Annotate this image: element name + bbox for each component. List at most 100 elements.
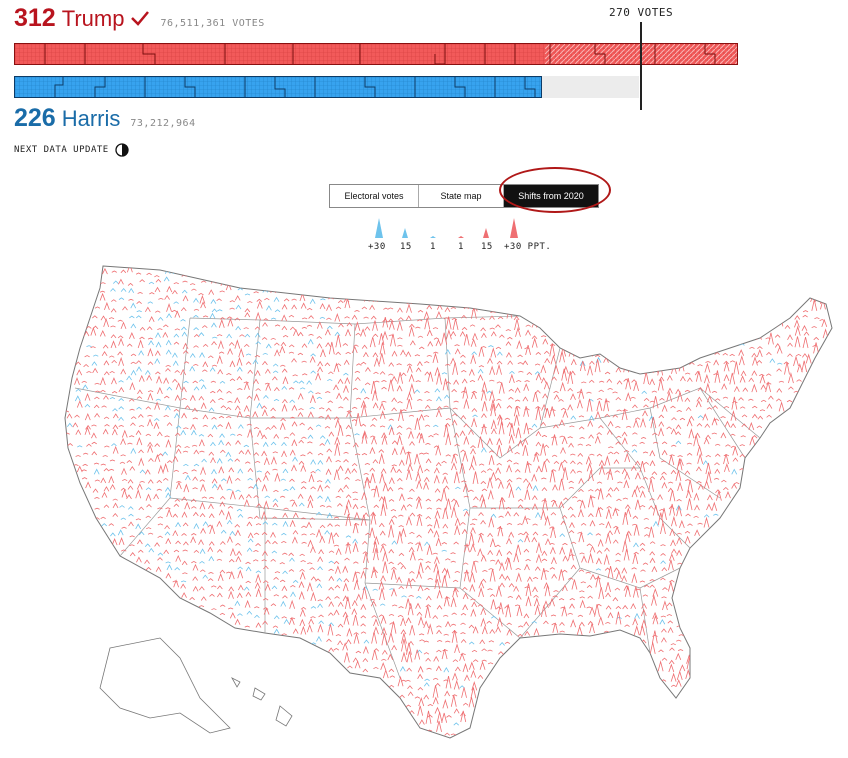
dem-shift-spike [320,298,326,301]
rep-shift-spike [108,523,115,526]
rep-shift-spike [571,579,578,590]
dem-shift-spike [531,620,538,624]
rep-shift-spike [290,584,296,588]
rep-shift-spike [433,337,440,340]
rep-shift-spike [642,410,648,417]
rep-shift-spike [759,373,765,377]
rep-shift-spike [489,389,495,401]
dem-shift-spike [273,398,280,402]
rep-shift-spike [219,317,226,320]
rep-shift-spike [361,586,368,600]
rep-shift-spike [355,593,362,601]
dem-shift-spike [189,365,196,372]
rep-shift-spike [247,301,253,304]
dem-shift-spike [145,487,152,491]
rep-shift-spike [478,365,485,368]
rep-shift-spike [481,488,488,492]
rep-shift-spike [505,329,511,332]
rep-shift-spike [306,307,313,311]
tab-state-map[interactable]: State map [419,185,504,207]
rep-shift-spike [470,543,476,552]
dem-shift-spike [139,469,146,474]
dem-shift-spike [444,394,450,399]
rep-shift-spike [480,554,487,562]
rep-shift-spike [585,571,591,574]
rep-shift-spike [193,345,199,348]
rep-shift-spike [244,311,251,318]
rep-shift-spike [580,522,587,526]
rep-shift-spike [253,559,259,562]
rep-shift-spike [211,340,217,346]
rep-shift-spike [200,402,207,409]
rep-shift-spike [524,563,530,571]
rep-shift-spike [406,303,412,313]
rep-shift-spike [455,666,461,672]
rep-shift-spike [182,471,188,474]
rep-shift-spike [633,380,640,392]
dem-shift-spike [327,325,333,330]
rep-shift-spike [658,421,665,427]
rep-shift-spike [621,567,628,574]
rep-shift-spike [397,307,403,313]
rep-shift-spike [281,303,288,310]
rep-shift-spike [306,521,312,528]
tab-electoral-votes[interactable]: Electoral votes [330,185,419,207]
rep-shift-spike [461,480,467,483]
rep-shift-spike [633,524,640,536]
rep-shift-spike [120,454,126,457]
rep-shift-spike [337,465,344,472]
rep-shift-spike [490,419,497,430]
rep-shift-spike [283,298,290,302]
dem-shift-spike [172,360,179,366]
rep-shift-spike [477,603,484,607]
rep-shift-spike [706,503,712,511]
rep-shift-spike [599,523,605,526]
rep-shift-spike [316,480,323,483]
rep-shift-spike [477,533,484,543]
rep-shift-spike [301,525,307,528]
rep-shift-spike [409,512,416,517]
rep-shift-spike [436,507,442,510]
rep-shift-spike [445,418,452,421]
rep-shift-spike [470,598,476,601]
dem-shift-spike [244,293,251,296]
rep-shift-spike [245,461,251,464]
rep-shift-spike [183,483,190,493]
rep-shift-spike [481,332,487,338]
rep-shift-spike [517,498,524,502]
rep-shift-spike [387,379,394,392]
rep-shift-spike [424,317,431,330]
dem-shift-spike [266,305,272,311]
rep-shift-spike [325,342,331,348]
rep-shift-spike [227,316,233,319]
rep-shift-spike [487,489,494,500]
rep-shift-spike [325,596,331,600]
dem-shift-spike [198,379,205,382]
rep-shift-spike [139,480,145,483]
dem-shift-spike [130,369,137,376]
rep-shift-spike [407,463,413,472]
rep-shift-spike [596,557,602,565]
rep-shift-spike [103,395,109,400]
rep-shift-spike [67,442,73,446]
dem-shift-spike [198,434,205,437]
rep-shift-spike [670,684,677,687]
rep-shift-spike [489,327,495,330]
rep-shift-spike [261,337,268,340]
rep-shift-spike [533,627,540,636]
rep-shift-spike [345,424,352,430]
rep-shift-spike [487,588,493,591]
dem-shift-spike [310,642,317,645]
rep-shift-spike [523,478,529,483]
rep-shift-spike [405,351,412,357]
dem-shift-spike [166,564,173,571]
dem-shift-spike [128,513,134,517]
rep-shift-spike [813,336,820,341]
rep-shift-spike [488,455,495,465]
rep-shift-spike [408,710,415,714]
state-borders [74,315,761,679]
rep-shift-spike [202,315,209,318]
rep-shift-spike [388,318,394,323]
rep-shift-spike [507,444,513,454]
rep-shift-spike [154,286,161,293]
